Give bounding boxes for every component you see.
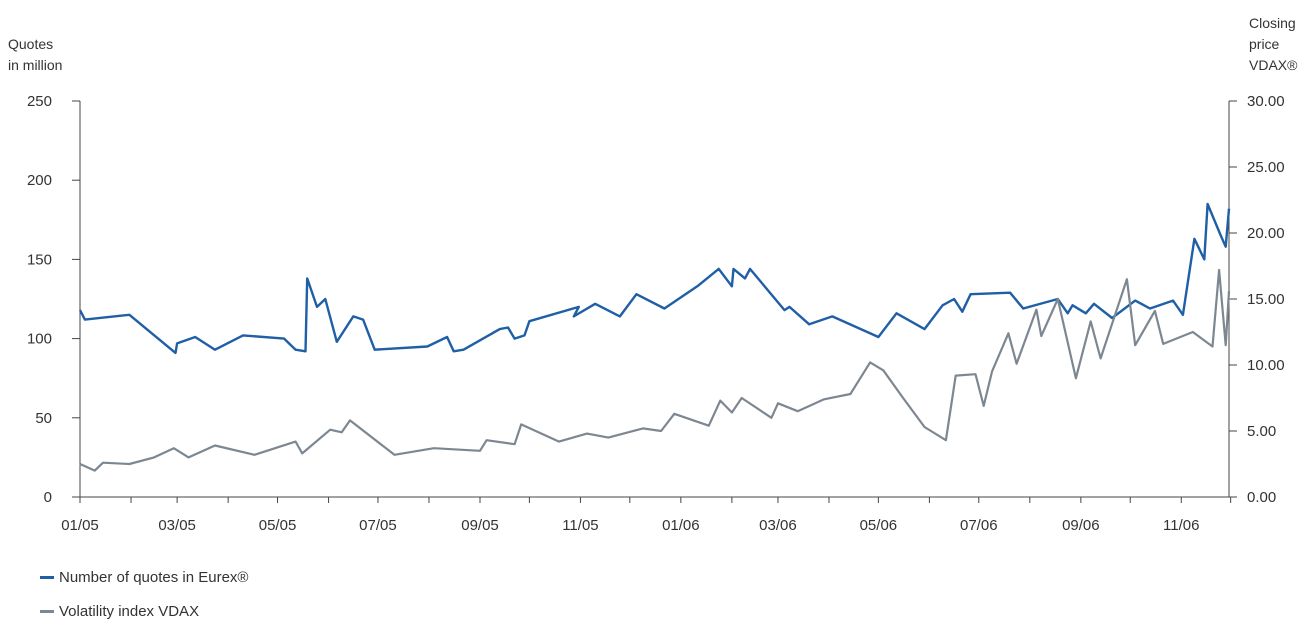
right-tick-label: 0.00 [1247,489,1276,506]
series-layer [78,202,1231,472]
legend-swatch-quotes [40,576,54,579]
right-tick-label: 30.00 [1247,93,1285,110]
x-tick-label: 11/05 [562,517,598,534]
legend-item-quotes: Number of quotes in Eurex® [40,569,248,586]
right-tick-label: 5.00 [1247,423,1276,440]
series-line-quotes [78,202,1231,355]
x-tick-label: 11/06 [1163,517,1199,534]
left-axis-title: Quotes in million [8,36,63,73]
right-tick-label: 15.00 [1247,291,1285,308]
x-tick-label: 09/06 [1062,517,1100,534]
x-tick-label: 01/06 [662,517,700,534]
right-tick-label: 25.00 [1247,159,1285,176]
right-tick-label: 20.00 [1247,225,1285,242]
x-tick-label: 03/05 [158,517,196,534]
left-tick-label: 150 [27,251,52,268]
series-line-vdax [79,268,1231,472]
legend-label-vdax: Volatility index VDAX [59,603,200,620]
x-tick-label: 03/06 [759,517,797,534]
left-tick-label: 100 [27,331,52,348]
legend-swatch-vdax [40,610,54,613]
x-tick-label: 07/05 [359,517,397,534]
left-tick-label: 50 [35,410,52,427]
x-tick-label: 07/06 [960,517,998,534]
x-tick-label: 05/05 [259,517,297,534]
left-tick-label: 250 [27,93,52,110]
left-tick-label: 0 [44,489,52,506]
x-tick-label: 01/05 [61,517,99,534]
legend-item-vdax: Volatility index VDAX [40,603,199,620]
right-axis-title: Closing price VDAX® [1249,15,1298,73]
x-tick-label: 05/06 [860,517,898,534]
left-tick-label: 200 [27,172,52,189]
right-tick-label: 10.00 [1247,357,1285,374]
axes-layer: 0 50 100 150 200 250 0.00 5.00 10.00 15.00 20.00 25… [27,93,1285,534]
x-tick-label: 09/05 [461,517,499,534]
legend-label-quotes: Number of quotes in Eurex® [59,569,249,586]
